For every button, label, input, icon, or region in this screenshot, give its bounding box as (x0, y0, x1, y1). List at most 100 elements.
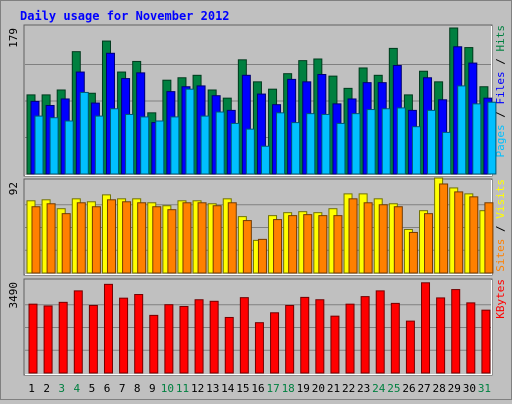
bar-kbytes-day-7 (119, 297, 129, 374)
bar-kbytes-day-4 (73, 290, 83, 374)
bar-sites-day-22 (348, 198, 358, 274)
x-tick-label: 13 (206, 382, 219, 395)
panel-visits-sites: 92 Sites / Visits (7, 177, 507, 276)
bar-pages-day-26 (411, 126, 421, 175)
bar-kbytes-day-6 (103, 283, 113, 374)
bar-kbytes-day-12 (194, 299, 204, 374)
panel-legend: KBytes (494, 279, 507, 319)
bar-pages-day-30 (472, 103, 482, 175)
bar-pages-day-22 (351, 113, 361, 175)
x-tick-label: 25 (387, 382, 400, 395)
chart-panels: 179 Pages / Files / Hits 92 Sites / Visits 3… (7, 24, 507, 376)
chart-title: Daily usage for November 2012 (20, 9, 230, 23)
bar-pages-day-3 (64, 120, 74, 175)
x-tick-label: 23 (357, 382, 370, 395)
bar-kbytes-day-18 (285, 304, 295, 374)
bar-pages-day-12 (200, 115, 210, 175)
bar-sites-day-1 (31, 206, 41, 274)
bar-pages-day-28 (442, 131, 452, 175)
bar-sites-day-17 (273, 219, 283, 274)
series-pages (34, 85, 497, 175)
x-tick-label: 19 (297, 382, 310, 395)
bar-kbytes-day-16 (254, 322, 264, 374)
x-tick-label: 4 (74, 382, 81, 395)
bar-pages-day-18 (291, 122, 301, 175)
bar-sites-day-2 (46, 203, 56, 274)
bar-kbytes-day-15 (239, 297, 249, 374)
x-tick-label: 1 (28, 382, 35, 395)
bar-kbytes-day-28 (436, 297, 446, 374)
bar-pages-day-17 (276, 112, 286, 175)
bar-pages-day-14 (230, 122, 240, 175)
x-tick-label: 31 (478, 382, 491, 395)
series-kbytes (28, 282, 491, 374)
bar-sites-day-8 (137, 202, 147, 274)
x-tick-label: 20 (312, 382, 325, 395)
bar-pages-day-5 (94, 115, 104, 175)
bar-kbytes-day-10 (164, 304, 174, 374)
legend-entry: / (494, 105, 507, 125)
bar-pages-day-8 (140, 116, 150, 175)
legend-entry: Pages (494, 124, 507, 157)
bar-pages-day-25 (396, 107, 406, 175)
bar-pages-day-20 (321, 113, 331, 175)
bar-pages-day-6 (109, 108, 119, 175)
bar-sites-day-18 (288, 215, 298, 274)
bar-pages-day-9 (155, 120, 165, 175)
bar-pages-day-24 (381, 108, 391, 175)
x-tick-label: 6 (104, 382, 111, 395)
bar-sites-day-10 (167, 209, 177, 274)
x-tick-label: 18 (282, 382, 295, 395)
bar-pages-day-11 (185, 88, 195, 175)
bar-pages-day-21 (336, 122, 346, 175)
bar-kbytes-day-30 (466, 302, 476, 374)
bar-kbytes-day-25 (390, 302, 400, 374)
bar-sites-day-24 (378, 204, 388, 274)
bar-sites-day-28 (439, 183, 449, 274)
panel-hits-files-pages: 179 Pages / Files / Hits (7, 24, 507, 177)
bar-pages-day-29 (457, 85, 467, 175)
x-tick-label: 17 (266, 382, 279, 395)
bar-pages-day-2 (49, 117, 59, 175)
bar-pages-day-27 (427, 109, 437, 175)
x-tick-label: 14 (221, 382, 235, 395)
x-tick-label: 7 (119, 382, 126, 395)
legend-entry: / (494, 219, 507, 239)
bar-kbytes-day-22 (345, 303, 355, 374)
bar-sites-day-9 (152, 206, 162, 274)
bar-sites-day-11 (182, 202, 192, 274)
x-tick-label: 3 (58, 382, 65, 395)
bar-pages-day-10 (170, 116, 180, 175)
series-sites (31, 183, 494, 274)
x-tick-label: 21 (327, 382, 340, 395)
bar-sites-day-19 (303, 214, 313, 274)
bar-kbytes-day-3 (58, 301, 68, 374)
bar-kbytes-day-31 (481, 309, 491, 374)
x-tick-label: 30 (463, 382, 476, 395)
bar-pages-day-13 (215, 111, 225, 175)
x-tick-label: 22 (342, 382, 355, 395)
bar-kbytes-day-26 (405, 320, 415, 374)
bar-pages-day-4 (79, 91, 89, 175)
y-max-label: 92 (7, 182, 20, 195)
bar-sites-day-23 (363, 202, 373, 274)
bar-kbytes-day-13 (209, 300, 219, 374)
panel-kbytes: 3490 KBytes (7, 278, 507, 376)
bar-sites-day-4 (76, 202, 86, 274)
x-tick-label: 11 (176, 382, 189, 395)
bar-kbytes-day-20 (315, 299, 325, 374)
x-tick-label: 9 (149, 382, 156, 395)
bar-sites-day-29 (454, 191, 464, 274)
y-max-label: 3490 (7, 282, 20, 309)
bar-sites-day-16 (257, 238, 267, 274)
x-axis: 1 2 3 4 5 6 7 8 9 10 11 12 13 14 15 16 17 18 19 20 21 22 23 24 2… (28, 382, 491, 395)
x-tick-label: 27 (417, 382, 430, 395)
bar-sites-day-7 (122, 201, 132, 274)
bar-sites-day-12 (197, 202, 207, 274)
x-tick-label: 28 (433, 382, 446, 395)
bar-pages-day-19 (306, 113, 316, 175)
x-tick-label: 26 (402, 382, 415, 395)
bar-kbytes-day-8 (134, 294, 144, 374)
bar-sites-day-25 (393, 206, 403, 274)
